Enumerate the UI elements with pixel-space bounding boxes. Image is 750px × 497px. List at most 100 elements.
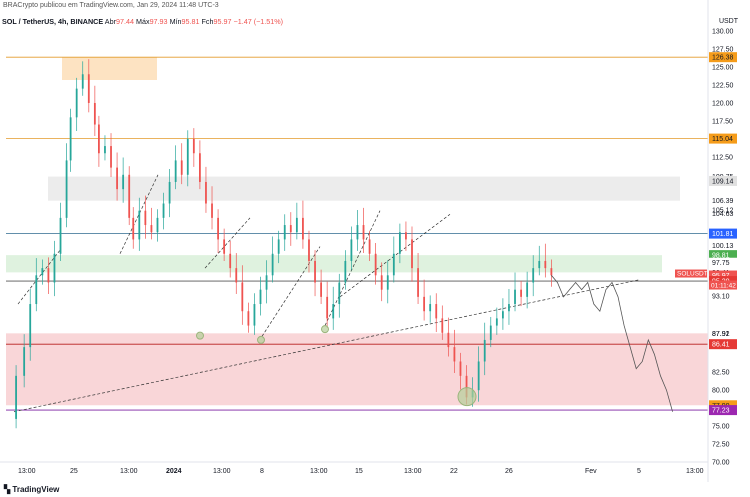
candle-body — [502, 311, 504, 319]
symbol-tag-bg — [675, 269, 707, 278]
candle-body — [526, 282, 529, 297]
candle-body — [453, 347, 456, 362]
zone-grey-resistance — [48, 176, 680, 201]
countdown-bg — [709, 280, 737, 290]
candle-body — [477, 361, 480, 391]
candle-body — [156, 217, 159, 233]
candle-body — [380, 275, 383, 290]
low-marker-3 — [457, 387, 477, 407]
candle-body — [217, 217, 219, 240]
candle-body — [544, 260, 547, 269]
candle-body — [538, 260, 541, 269]
candle-body — [53, 253, 56, 283]
candle-body — [374, 253, 377, 276]
candle-body — [320, 282, 322, 297]
candle-body — [69, 117, 72, 161]
symbol-name[interactable]: SOL / TetherUS, 4h, BINANCE — [2, 17, 104, 26]
tradingview-logo[interactable]: ▚ TradingView — [4, 485, 59, 494]
footer: ▚ TradingView — [0, 483, 750, 497]
candle-body — [495, 318, 498, 326]
candle-body — [15, 375, 17, 419]
trendline-3 — [204, 217, 251, 269]
x-tick-label: 2024 — [166, 468, 182, 475]
x-tick-label: Fev — [585, 468, 597, 475]
candle-body — [435, 304, 438, 319]
y-tick-label: 120.00 — [712, 100, 734, 107]
low-value: 95.81 — [181, 17, 200, 26]
price-tag-bg — [709, 133, 737, 144]
zone-red-support — [6, 333, 708, 406]
candle-body — [229, 253, 232, 269]
price-tag-label: 126.38 — [712, 55, 734, 62]
open-label: Abr — [104, 17, 116, 26]
candle-body — [98, 124, 100, 154]
price-tags-layer: 126.38115.04109.75109.14106.39101.81100.… — [675, 52, 737, 416]
candle-body — [271, 253, 274, 276]
horizontal-lines-layer — [6, 56, 708, 411]
candle-body — [128, 174, 131, 218]
candle-body — [332, 304, 335, 319]
y-tick-label: 125.00 — [712, 65, 734, 72]
candle-body — [235, 268, 238, 283]
candle-body — [283, 225, 286, 240]
candle-body — [429, 304, 432, 312]
candle-body — [59, 217, 62, 254]
trendline-1 — [17, 249, 61, 305]
candle-body — [186, 138, 189, 175]
forecast-path — [551, 275, 673, 412]
y-tick-label: 87.92 — [712, 331, 730, 338]
candle-body — [356, 225, 359, 240]
candle-body — [259, 289, 262, 305]
close-value: 95.97 — [213, 17, 232, 26]
price-tag-label: 98.81 — [712, 253, 730, 260]
candle-body — [23, 347, 26, 376]
candle-body — [104, 146, 106, 154]
candle-body — [65, 160, 68, 218]
candle-body — [81, 74, 84, 89]
candle-body — [47, 268, 50, 283]
price-tag-label: 77.23 — [712, 408, 730, 415]
candle-body — [368, 239, 371, 254]
time-axis[interactable]: 13:00 25 13:00 2024 13:00 8 13:00 15 13:00 22 26 Fe… — [0, 461, 708, 475]
candle-body — [514, 289, 516, 305]
change-value: −1.47 (−1.51%) — [233, 17, 284, 26]
candle-body — [550, 268, 553, 276]
y-tick-label: 75.00 — [712, 424, 730, 431]
y-tick-label: 82.50 — [712, 370, 730, 377]
price-tag-bg — [709, 339, 737, 350]
candle-body — [532, 268, 535, 283]
zones-layer — [6, 57, 708, 406]
open-value: 97.44 — [115, 17, 134, 26]
candle-body — [150, 225, 153, 233]
candle-body — [132, 217, 135, 240]
low-marker-1 — [257, 335, 265, 344]
x-tick-label: 13:00 — [18, 468, 36, 475]
price-tag-bg — [709, 195, 737, 206]
candle-body — [386, 275, 389, 290]
x-tick-label: 13:00 — [404, 468, 422, 475]
candle-body — [138, 210, 141, 240]
candle-body — [289, 225, 292, 233]
price-tag-bg — [709, 405, 737, 416]
trendline-6 — [339, 213, 451, 298]
price-tag-label: 101.81 — [712, 231, 734, 238]
price-tag-bg — [709, 250, 737, 261]
candle-body — [508, 304, 510, 312]
candle-body — [277, 239, 280, 254]
price-tag-bg — [709, 240, 737, 251]
currency-label[interactable]: USDT — [718, 18, 738, 25]
candle-body — [465, 375, 468, 398]
y-tick-label: 93.10 — [712, 294, 730, 301]
candle-body — [41, 268, 44, 276]
candle-body — [247, 311, 250, 326]
y-tick-label: 112.50 — [712, 154, 733, 161]
price-tag-label: 97.75 — [712, 260, 730, 267]
symbol-legend: SOL / TetherUS, 4h, BINANCE Abr97.44 Máx… — [2, 16, 283, 27]
y-tick-label: 127.50 — [712, 47, 734, 54]
candle-body — [29, 304, 32, 348]
candle-body — [253, 304, 256, 326]
candle-body — [192, 138, 195, 154]
candle-body — [447, 332, 450, 348]
candle-body — [168, 181, 171, 204]
